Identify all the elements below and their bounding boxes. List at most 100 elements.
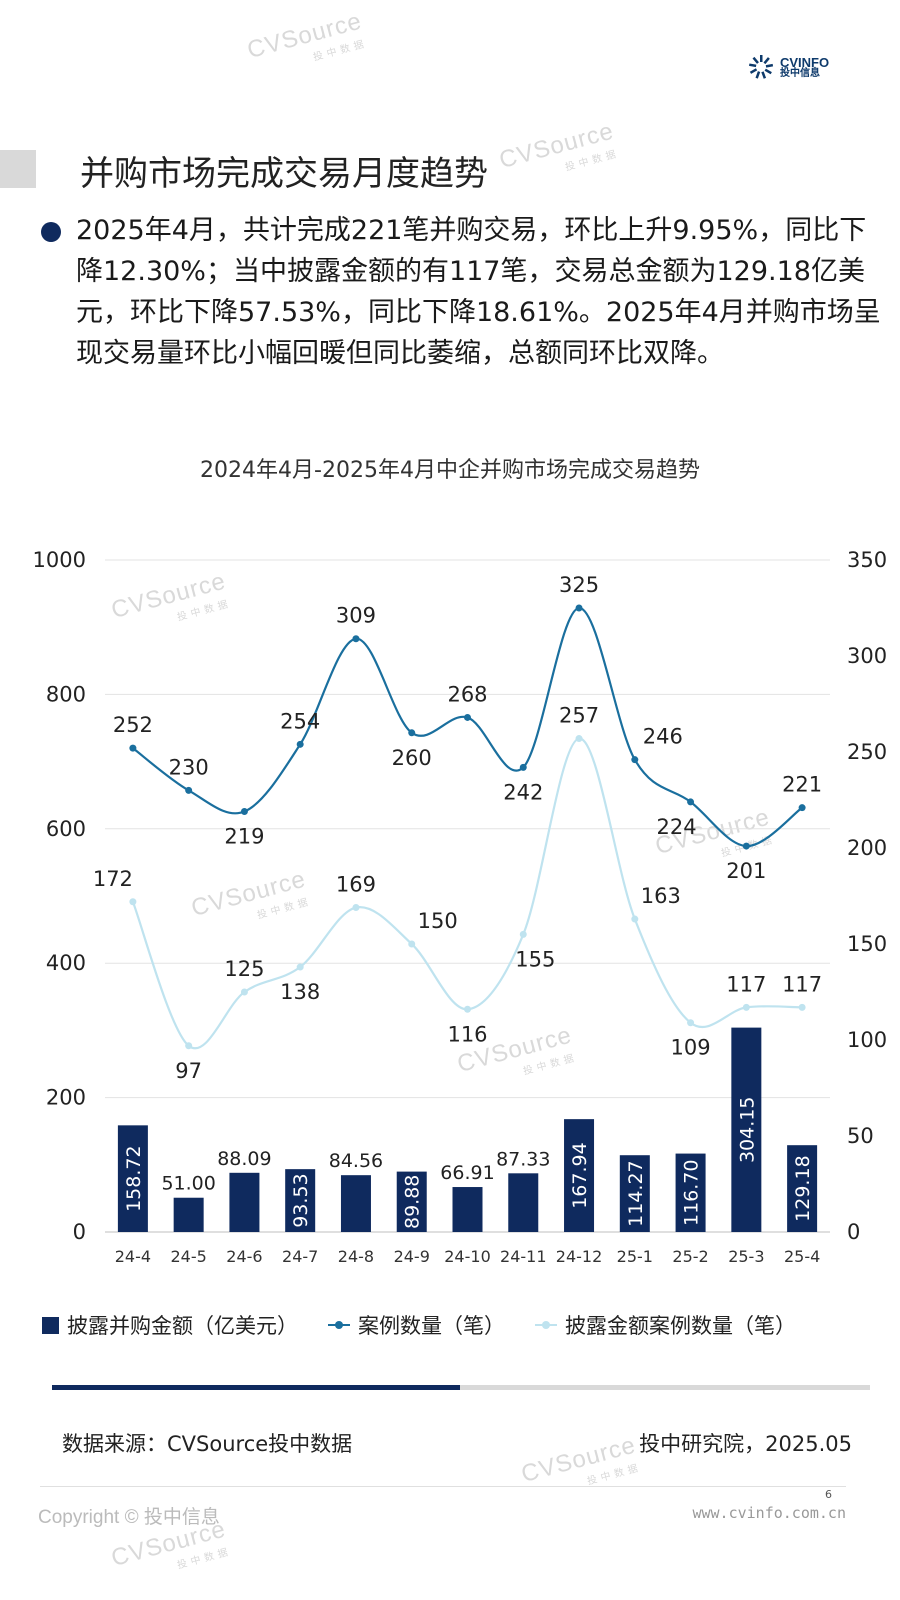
line-data-label-light: 109 (671, 1036, 711, 1060)
legend-item-cases: 案例数量（笔） (328, 1310, 505, 1340)
line-data-label-dark: 309 (336, 604, 376, 628)
y-left-tick-label: 1000 (33, 548, 86, 572)
x-tick-label: 24-10 (444, 1247, 491, 1266)
bar-data-label: 167.94 (569, 1142, 591, 1208)
bar-data-label: 158.72 (123, 1145, 145, 1211)
legend-item-amount: 披露并购金额（亿美元） (42, 1310, 298, 1340)
line-point-light (687, 1019, 695, 1027)
y-right-tick-label: 200 (847, 836, 887, 860)
line-data-label-dark: 242 (503, 780, 543, 804)
line-data-label-light: 97 (175, 1059, 202, 1083)
y-left-tick-label: 400 (46, 951, 86, 975)
line-point-light (742, 1003, 750, 1011)
bar (340, 1175, 371, 1232)
line-point-dark (352, 635, 360, 643)
y-right-tick-label: 100 (847, 1028, 887, 1052)
bar (508, 1173, 539, 1232)
bar (564, 1119, 595, 1232)
line-point-dark (296, 740, 304, 748)
bar (117, 1125, 148, 1232)
bar-data-label: 51.00 (161, 1173, 215, 1195)
chart-title: 2024年4月-2025年4月中企并购市场完成交易趋势 (200, 458, 700, 483)
line-point-dark (798, 804, 806, 812)
data-source: 数据来源：CVSource投中数据 (62, 1432, 353, 1456)
divider-dark (52, 1385, 460, 1390)
line-point-light (631, 915, 639, 923)
line-data-label-light: 138 (280, 980, 320, 1004)
legend-label-cases: 案例数量（笔） (358, 1314, 505, 1338)
line-point-dark (687, 798, 695, 806)
bar (396, 1171, 427, 1232)
line-data-label-dark: 230 (169, 755, 209, 779)
bar (173, 1197, 204, 1232)
summary-text: 2025年4月，共计完成221笔并购交易，环比上升9.95%，同比下降12.30… (76, 215, 881, 369)
y-right-tick-label: 300 (847, 644, 887, 668)
x-tick-label: 24-11 (500, 1247, 547, 1266)
line-data-label-dark: 260 (392, 746, 432, 770)
line-point-dark (129, 744, 137, 752)
footer-divider (40, 1486, 846, 1487)
line-data-label-dark: 219 (224, 825, 264, 849)
x-tick-label: 24-9 (394, 1247, 430, 1266)
line-point-dark (240, 808, 248, 816)
bar-data-label: 87.33 (496, 1148, 550, 1170)
title-accent-bar (0, 150, 36, 188)
line-data-label-dark: 246 (643, 725, 683, 749)
line-data-label-light: 117 (726, 972, 766, 996)
line-point-dark (185, 786, 193, 794)
line-point-light (296, 963, 304, 971)
x-tick-label: 24-4 (115, 1247, 151, 1266)
line-point-light (408, 940, 416, 948)
legend-label-amount: 披露并购金额（亿美元） (67, 1314, 298, 1338)
y-left-tick-label: 200 (46, 1086, 86, 1110)
website-link[interactable]: www.cvinfo.com.cn (692, 1504, 846, 1522)
line-data-label-light: 150 (418, 909, 458, 933)
line-point-light (352, 904, 360, 912)
x-tick-label: 24-7 (282, 1247, 318, 1266)
logo-top-text: CVINFO (780, 54, 830, 70)
bar (452, 1187, 483, 1232)
line-point-dark (631, 756, 639, 764)
bar (619, 1155, 650, 1232)
combo-chart: 0 200 400 600 800 1000 0 50 100 150 200 250 300 350 15… (33, 548, 888, 1266)
bar-data-label: 84.56 (329, 1150, 383, 1172)
legend-swatch-line-dark (328, 1321, 350, 1329)
line-point-light (798, 1003, 806, 1011)
bar (285, 1169, 316, 1232)
page-number: 6 (825, 1488, 832, 1501)
y-left-tick-label: 600 (46, 817, 86, 841)
legend-swatch-line-light (535, 1321, 557, 1329)
chart-legend: 披露并购金额（亿美元） 案例数量（笔） 披露金额案例数量（笔） (42, 1310, 796, 1340)
line-point-dark (519, 763, 527, 771)
bar-data-label: 304.15 (736, 1097, 758, 1163)
legend-label-disclosed-cases: 披露金额案例数量（笔） (565, 1314, 796, 1338)
line-series-light (131, 737, 803, 1050)
line-point-light (185, 1042, 193, 1050)
line-data-label-light: 169 (336, 873, 376, 897)
y-left-tick-label: 800 (46, 682, 86, 706)
legend-item-disclosed-cases: 披露金额案例数量（笔） (535, 1310, 796, 1340)
bar-data-label: 114.27 (625, 1160, 647, 1226)
bar-data-label: 93.53 (290, 1173, 312, 1227)
x-tick-label: 24-5 (170, 1247, 206, 1266)
line-series-dark (132, 606, 803, 848)
bar-data-label: 129.18 (792, 1155, 814, 1221)
line-point-dark (742, 842, 750, 850)
line-data-label-light: 125 (224, 957, 264, 981)
x-tick-label: 24-6 (226, 1247, 262, 1266)
line-point-dark (408, 729, 416, 737)
line-data-label-dark: 224 (657, 815, 697, 839)
bar-data-label: 66.91 (440, 1162, 494, 1184)
y-left-tick-label: 0 (73, 1220, 86, 1244)
line-point-light (129, 898, 137, 906)
bar (229, 1172, 260, 1232)
x-tick-label: 25-1 (617, 1247, 653, 1266)
bar-data-label: 116.70 (681, 1160, 703, 1226)
line-data-label-light: 155 (515, 947, 555, 971)
line-data-label-dark: 221 (782, 773, 822, 797)
line-data-label-light: 172 (93, 867, 133, 891)
bar (675, 1153, 706, 1232)
y-right-tick-label: 0 (847, 1220, 860, 1244)
